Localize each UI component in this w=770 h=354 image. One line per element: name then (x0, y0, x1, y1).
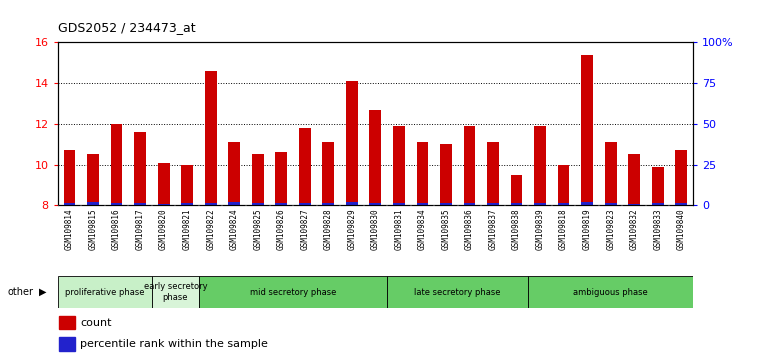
Bar (58, 276, 152, 308)
Bar (87, 202, 99, 205)
Text: other: other (8, 287, 34, 297)
Text: GSM109840: GSM109840 (677, 209, 686, 251)
Bar (628, 204, 640, 205)
Bar (528, 276, 693, 308)
Bar (205, 71, 216, 205)
Text: GSM109822: GSM109822 (206, 209, 215, 251)
Bar (511, 175, 522, 205)
Bar (59, 337, 75, 350)
Text: percentile rank within the sample: percentile rank within the sample (80, 339, 268, 349)
Bar (64, 203, 75, 205)
Bar (440, 144, 452, 205)
Text: GSM109838: GSM109838 (512, 209, 521, 251)
Bar (557, 203, 570, 205)
Text: GSM109821: GSM109821 (182, 209, 192, 251)
Bar (604, 142, 617, 205)
Text: GDS2052 / 234473_at: GDS2052 / 234473_at (58, 21, 196, 34)
Text: GSM109823: GSM109823 (606, 209, 615, 251)
Bar (64, 150, 75, 205)
Bar (675, 150, 687, 205)
Text: mid secretory phase: mid secretory phase (249, 287, 336, 297)
Bar (417, 142, 428, 205)
Bar (276, 152, 287, 205)
Bar (205, 203, 216, 205)
Text: GSM109814: GSM109814 (65, 209, 74, 251)
Bar (111, 124, 122, 205)
Bar (370, 110, 381, 205)
Bar (511, 203, 522, 205)
Text: GSM109819: GSM109819 (583, 209, 591, 251)
Text: late secretory phase: late secretory phase (414, 287, 501, 297)
Bar (346, 81, 358, 205)
Bar (487, 142, 499, 205)
Text: GSM109818: GSM109818 (559, 209, 568, 251)
Text: GSM109834: GSM109834 (418, 209, 427, 251)
Bar (299, 203, 310, 205)
Bar (604, 203, 617, 205)
Text: GSM109839: GSM109839 (536, 209, 544, 251)
Bar (59, 316, 75, 329)
Text: GSM109828: GSM109828 (324, 209, 333, 251)
Bar (181, 203, 193, 205)
Bar (534, 126, 546, 205)
Bar (417, 203, 428, 205)
Text: GSM109837: GSM109837 (488, 209, 497, 251)
Text: early secretory
phase: early secretory phase (143, 282, 207, 302)
Text: GSM109816: GSM109816 (112, 209, 121, 251)
Text: count: count (80, 318, 112, 327)
Text: ▶: ▶ (38, 287, 46, 297)
Bar (252, 203, 263, 205)
Text: ambiguous phase: ambiguous phase (574, 287, 648, 297)
Text: GSM109820: GSM109820 (159, 209, 168, 251)
Text: GSM109831: GSM109831 (394, 209, 403, 251)
Text: GSM109817: GSM109817 (136, 209, 145, 251)
Bar (534, 203, 546, 205)
Bar (370, 203, 381, 205)
Bar (87, 154, 99, 205)
Bar (387, 276, 528, 308)
Text: GSM109832: GSM109832 (630, 209, 638, 251)
Bar (252, 154, 263, 205)
Bar (487, 203, 499, 205)
Bar (557, 165, 570, 205)
Text: GSM109825: GSM109825 (253, 209, 263, 251)
Bar (299, 128, 310, 205)
Text: GSM109833: GSM109833 (653, 209, 662, 251)
Bar (229, 202, 240, 205)
Bar (111, 203, 122, 205)
Text: GSM109826: GSM109826 (276, 209, 286, 251)
Text: GSM109827: GSM109827 (300, 209, 310, 251)
Bar (440, 203, 452, 205)
Bar (134, 132, 146, 205)
Bar (323, 142, 334, 205)
Bar (158, 204, 169, 205)
Bar (134, 203, 146, 205)
Bar (393, 126, 405, 205)
Text: GSM109835: GSM109835 (441, 209, 450, 251)
Bar (393, 203, 405, 205)
Bar (675, 203, 687, 205)
Bar (152, 276, 199, 308)
Bar (464, 203, 475, 205)
Bar (464, 126, 475, 205)
Bar (323, 203, 334, 205)
Text: GSM109830: GSM109830 (371, 209, 380, 251)
Text: proliferative phase: proliferative phase (65, 287, 145, 297)
Bar (229, 142, 240, 205)
Text: GSM109836: GSM109836 (465, 209, 474, 251)
Bar (346, 202, 358, 205)
Bar (652, 203, 664, 205)
Bar (181, 165, 193, 205)
Text: GSM109829: GSM109829 (347, 209, 357, 251)
Bar (276, 203, 287, 205)
Text: GSM109824: GSM109824 (229, 209, 239, 251)
Bar (158, 162, 169, 205)
Bar (581, 202, 593, 205)
Bar (581, 55, 593, 205)
Bar (199, 276, 387, 308)
Bar (652, 167, 664, 205)
Text: GSM109815: GSM109815 (89, 209, 98, 251)
Bar (628, 154, 640, 205)
